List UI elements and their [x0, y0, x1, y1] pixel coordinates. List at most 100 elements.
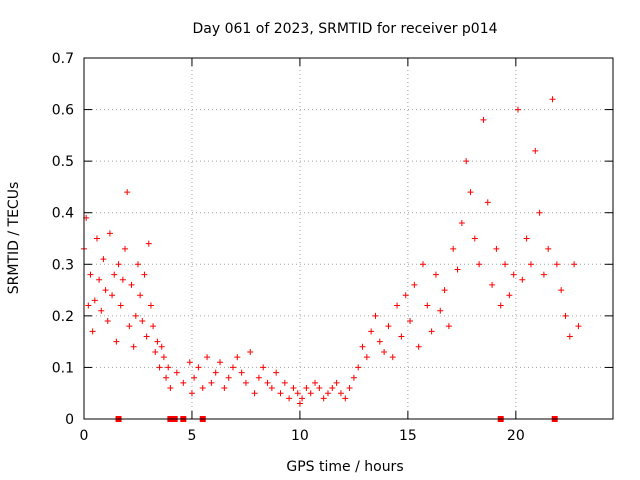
data-point	[372, 312, 379, 319]
data-point	[458, 220, 465, 227]
data-point	[303, 385, 310, 392]
data-point	[251, 390, 258, 397]
data-point	[536, 209, 543, 216]
data-point	[575, 323, 582, 330]
data-point	[277, 390, 284, 397]
data-point	[355, 364, 362, 371]
data-point	[180, 379, 187, 386]
data-point	[204, 354, 211, 361]
y-tick-label: 0.6	[52, 103, 74, 119]
data-point	[255, 374, 262, 381]
data-point	[299, 395, 306, 402]
data-point	[286, 395, 293, 402]
data-point	[471, 235, 478, 242]
data-point	[514, 106, 521, 113]
data-point	[154, 338, 161, 345]
data-point	[489, 281, 496, 288]
data-point	[268, 385, 275, 392]
data-point	[111, 271, 118, 278]
y-tick-label: 0.4	[52, 206, 74, 222]
data-point	[124, 189, 131, 196]
data-point	[115, 261, 122, 268]
data-point	[93, 235, 100, 242]
data-point	[316, 385, 323, 392]
data-point	[333, 379, 340, 386]
data-point	[137, 292, 144, 299]
data-point	[113, 338, 120, 345]
data-point	[163, 374, 170, 381]
data-point	[134, 261, 141, 268]
data-point	[454, 266, 461, 273]
data-point	[195, 364, 202, 371]
data-point	[139, 318, 146, 325]
data-point	[467, 189, 474, 196]
data-point	[264, 379, 271, 386]
data-point	[87, 271, 94, 278]
data-point	[143, 333, 150, 340]
plot-frame	[83, 57, 614, 420]
data-point	[519, 276, 526, 283]
data-point	[510, 271, 517, 278]
data-point	[368, 328, 375, 335]
data-point	[132, 312, 139, 319]
data-point	[128, 281, 135, 288]
data-point	[273, 369, 280, 376]
data-point	[419, 261, 426, 268]
data-point	[450, 245, 457, 252]
data-point	[242, 379, 249, 386]
data-point	[571, 261, 578, 268]
data-point	[402, 292, 409, 299]
data-point	[212, 369, 219, 376]
data-point	[141, 271, 148, 278]
data-point	[260, 364, 267, 371]
data-point	[98, 307, 105, 314]
data-point	[566, 333, 573, 340]
y-tick-label: 0.3	[52, 257, 74, 273]
data-point	[225, 374, 232, 381]
data-point	[437, 307, 444, 314]
data-points	[81, 96, 582, 422]
data-point	[497, 302, 504, 309]
data-point	[247, 348, 254, 355]
data-point	[445, 323, 452, 330]
data-point	[165, 364, 172, 371]
x-tick-label: 0	[80, 428, 89, 444]
data-point	[186, 359, 193, 366]
y-tick-label: 0.5	[52, 154, 74, 170]
data-point	[484, 199, 491, 206]
data-point	[407, 318, 414, 325]
data-point	[199, 385, 206, 392]
data-point	[208, 379, 215, 386]
data-point	[553, 261, 560, 268]
data-point	[394, 302, 401, 309]
data-point	[102, 287, 109, 294]
data-point	[441, 287, 448, 294]
data-point	[89, 328, 96, 335]
data-point	[428, 328, 435, 335]
data-point	[122, 245, 129, 252]
data-point	[381, 348, 388, 355]
data-point	[411, 281, 418, 288]
data-point	[85, 302, 92, 309]
data-point	[398, 333, 405, 340]
data-point	[363, 354, 370, 361]
data-point	[130, 343, 137, 350]
data-point	[167, 385, 174, 392]
data-point	[337, 390, 344, 397]
data-point	[350, 374, 357, 381]
x-tick-label: 20	[507, 428, 525, 444]
data-point	[294, 390, 301, 397]
data-point	[480, 116, 487, 123]
data-point	[160, 354, 167, 361]
data-point	[281, 379, 288, 386]
chart-title: Day 061 of 2023, SRMTID for receiver p01…	[192, 21, 497, 37]
data-point	[119, 276, 126, 283]
y-tick-label: 0.2	[52, 309, 74, 325]
y-tick-label: 0.1	[52, 360, 74, 376]
data-point	[173, 369, 180, 376]
data-point	[238, 369, 245, 376]
data-point	[152, 348, 159, 355]
data-point	[117, 302, 124, 309]
x-tick-label: 5	[187, 428, 196, 444]
data-point	[217, 359, 224, 366]
